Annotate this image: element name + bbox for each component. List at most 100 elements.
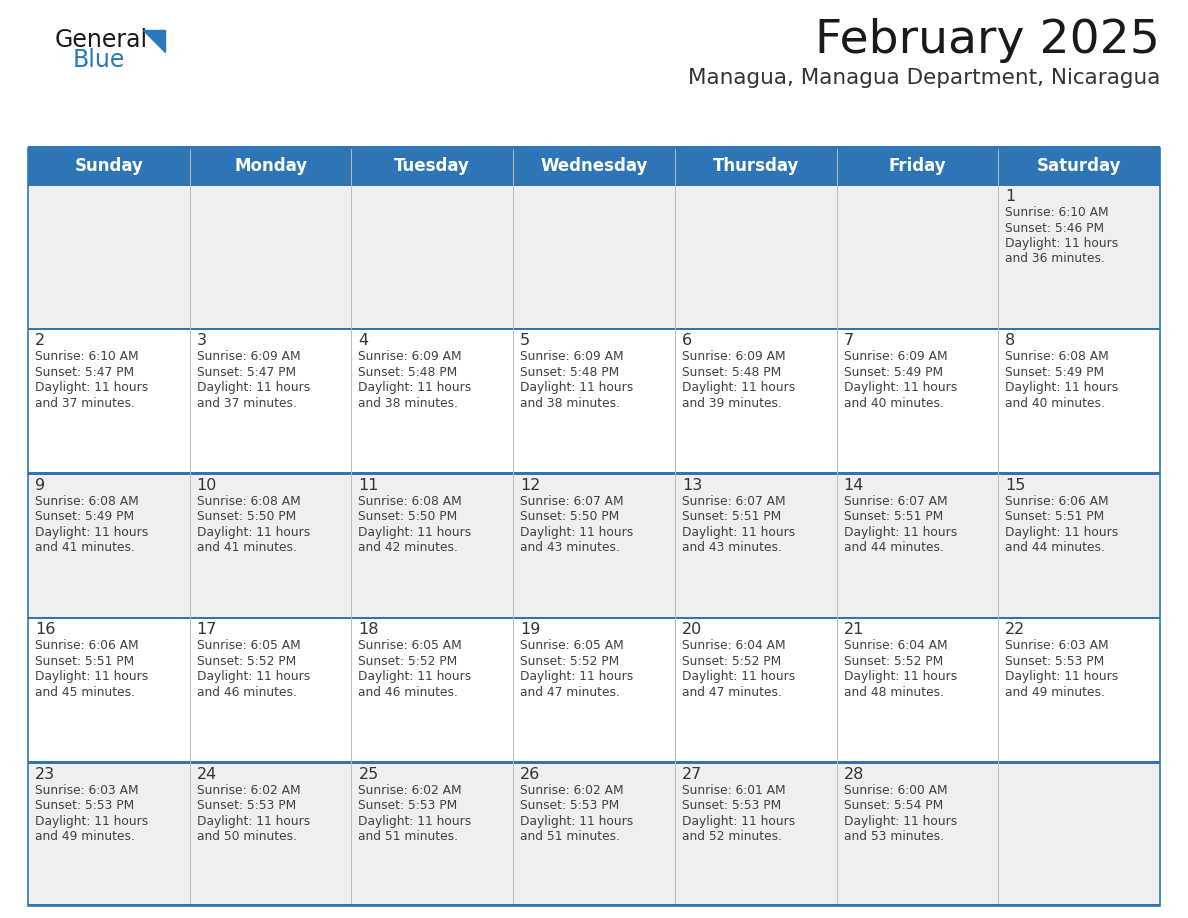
Bar [29, 184, 1159, 329]
Text: Sunrise: 6:05 AM: Sunrise: 6:05 AM [359, 639, 462, 652]
Text: 11: 11 [359, 477, 379, 493]
Text: and 52 minutes.: and 52 minutes. [682, 830, 782, 843]
Text: Sunrise: 6:09 AM: Sunrise: 6:09 AM [520, 351, 624, 364]
Text: Sunset: 5:49 PM: Sunset: 5:49 PM [34, 510, 134, 523]
Text: Sunset: 5:48 PM: Sunset: 5:48 PM [682, 366, 781, 379]
Text: 28: 28 [843, 767, 864, 781]
Text: 18: 18 [359, 622, 379, 637]
Text: Sunset: 5:53 PM: Sunset: 5:53 PM [359, 799, 457, 812]
Text: 14: 14 [843, 477, 864, 493]
Text: Sunset: 5:51 PM: Sunset: 5:51 PM [843, 510, 943, 523]
Text: 20: 20 [682, 622, 702, 637]
Text: Sunrise: 6:05 AM: Sunrise: 6:05 AM [520, 639, 624, 652]
Text: Daylight: 11 hours: Daylight: 11 hours [1005, 526, 1119, 539]
Bar [29, 146, 1159, 150]
Bar [29, 761, 1159, 764]
Text: Daylight: 11 hours: Daylight: 11 hours [682, 670, 795, 683]
Text: and 39 minutes.: and 39 minutes. [682, 397, 782, 410]
Text: 10: 10 [197, 477, 217, 493]
Text: Sunrise: 6:04 AM: Sunrise: 6:04 AM [682, 639, 785, 652]
Text: February 2025: February 2025 [815, 18, 1159, 63]
Text: Daylight: 11 hours: Daylight: 11 hours [682, 381, 795, 395]
Text: Sunrise: 6:09 AM: Sunrise: 6:09 AM [359, 351, 462, 364]
Text: Sunrise: 6:02 AM: Sunrise: 6:02 AM [520, 784, 624, 797]
Text: Sunrise: 6:09 AM: Sunrise: 6:09 AM [682, 351, 785, 364]
Text: Sunset: 5:53 PM: Sunset: 5:53 PM [34, 799, 134, 812]
Text: Daylight: 11 hours: Daylight: 11 hours [359, 670, 472, 683]
Text: Daylight: 11 hours: Daylight: 11 hours [359, 526, 472, 539]
Text: 7: 7 [843, 333, 854, 349]
Text: and 51 minutes.: and 51 minutes. [359, 830, 459, 843]
Text: Sunset: 5:52 PM: Sunset: 5:52 PM [520, 655, 619, 667]
Text: Sunrise: 6:08 AM: Sunrise: 6:08 AM [34, 495, 139, 508]
Text: 1: 1 [1005, 189, 1016, 204]
Text: Sunset: 5:48 PM: Sunset: 5:48 PM [520, 366, 619, 379]
Text: and 36 minutes.: and 36 minutes. [1005, 252, 1105, 265]
Text: and 46 minutes.: and 46 minutes. [359, 686, 459, 699]
Bar [29, 904, 1159, 906]
Bar [29, 328, 1159, 330]
Text: Sunset: 5:47 PM: Sunset: 5:47 PM [34, 366, 134, 379]
Text: and 41 minutes.: and 41 minutes. [197, 542, 297, 554]
Text: and 38 minutes.: and 38 minutes. [359, 397, 459, 410]
Text: Sunrise: 6:02 AM: Sunrise: 6:02 AM [197, 784, 301, 797]
Text: 24: 24 [197, 767, 217, 781]
Text: and 40 minutes.: and 40 minutes. [1005, 397, 1105, 410]
Text: 26: 26 [520, 767, 541, 781]
Text: 6: 6 [682, 333, 691, 349]
Text: Sunset: 5:46 PM: Sunset: 5:46 PM [1005, 221, 1105, 234]
Text: Sunrise: 6:10 AM: Sunrise: 6:10 AM [1005, 206, 1108, 219]
Text: Sunrise: 6:00 AM: Sunrise: 6:00 AM [843, 784, 947, 797]
Text: 13: 13 [682, 477, 702, 493]
Bar [29, 472, 1159, 475]
Text: and 41 minutes.: and 41 minutes. [34, 542, 135, 554]
Text: Sunrise: 6:01 AM: Sunrise: 6:01 AM [682, 784, 785, 797]
Text: Sunset: 5:52 PM: Sunset: 5:52 PM [843, 655, 943, 667]
Text: and 53 minutes.: and 53 minutes. [843, 830, 943, 843]
Text: 16: 16 [34, 622, 56, 637]
Text: Sunrise: 6:08 AM: Sunrise: 6:08 AM [359, 495, 462, 508]
Text: Daylight: 11 hours: Daylight: 11 hours [682, 814, 795, 828]
Text: Sunrise: 6:03 AM: Sunrise: 6:03 AM [1005, 639, 1108, 652]
Text: and 43 minutes.: and 43 minutes. [682, 542, 782, 554]
Text: Sunrise: 6:03 AM: Sunrise: 6:03 AM [34, 784, 139, 797]
Text: Sunrise: 6:04 AM: Sunrise: 6:04 AM [843, 639, 947, 652]
Bar [29, 762, 1159, 906]
Text: Saturday: Saturday [1037, 157, 1121, 175]
Text: Daylight: 11 hours: Daylight: 11 hours [197, 670, 310, 683]
Text: Sunset: 5:52 PM: Sunset: 5:52 PM [197, 655, 296, 667]
Text: 27: 27 [682, 767, 702, 781]
Text: Daylight: 11 hours: Daylight: 11 hours [34, 526, 148, 539]
Text: 4: 4 [359, 333, 368, 349]
Text: and 47 minutes.: and 47 minutes. [520, 686, 620, 699]
Text: Sunset: 5:52 PM: Sunset: 5:52 PM [682, 655, 781, 667]
Text: Sunset: 5:47 PM: Sunset: 5:47 PM [197, 366, 296, 379]
Text: Sunset: 5:50 PM: Sunset: 5:50 PM [520, 510, 619, 523]
Text: and 47 minutes.: and 47 minutes. [682, 686, 782, 699]
Text: Sunrise: 6:06 AM: Sunrise: 6:06 AM [1005, 495, 1108, 508]
Text: 12: 12 [520, 477, 541, 493]
Text: Daylight: 11 hours: Daylight: 11 hours [520, 670, 633, 683]
Text: 21: 21 [843, 622, 864, 637]
Text: Daylight: 11 hours: Daylight: 11 hours [34, 670, 148, 683]
Text: Sunset: 5:49 PM: Sunset: 5:49 PM [1005, 366, 1105, 379]
Text: 3: 3 [197, 333, 207, 349]
Text: 22: 22 [1005, 622, 1025, 637]
Text: Sunset: 5:53 PM: Sunset: 5:53 PM [197, 799, 296, 812]
Text: and 40 minutes.: and 40 minutes. [843, 397, 943, 410]
Text: 5: 5 [520, 333, 530, 349]
Text: Daylight: 11 hours: Daylight: 11 hours [34, 814, 148, 828]
Text: Sunset: 5:53 PM: Sunset: 5:53 PM [682, 799, 781, 812]
Text: Daylight: 11 hours: Daylight: 11 hours [1005, 670, 1119, 683]
Text: 19: 19 [520, 622, 541, 637]
Text: Sunset: 5:50 PM: Sunset: 5:50 PM [359, 510, 457, 523]
Text: Daylight: 11 hours: Daylight: 11 hours [843, 670, 956, 683]
Text: Sunset: 5:51 PM: Sunset: 5:51 PM [1005, 510, 1105, 523]
Polygon shape [143, 30, 165, 52]
Text: Sunset: 5:51 PM: Sunset: 5:51 PM [34, 655, 134, 667]
Text: Daylight: 11 hours: Daylight: 11 hours [520, 526, 633, 539]
Text: Sunrise: 6:10 AM: Sunrise: 6:10 AM [34, 351, 139, 364]
Text: Monday: Monday [234, 157, 308, 175]
Text: Sunday: Sunday [75, 157, 144, 175]
Text: Sunrise: 6:06 AM: Sunrise: 6:06 AM [34, 639, 139, 652]
